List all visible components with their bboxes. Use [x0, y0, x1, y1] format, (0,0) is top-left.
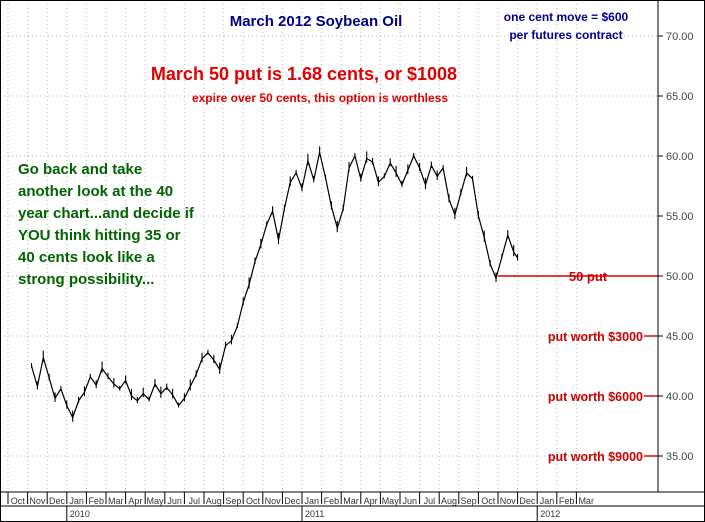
x-tick-label: Feb — [559, 496, 575, 506]
commentary-line: another look at the 40 — [18, 183, 173, 200]
commentary-line: YOU think hitting 35 or — [18, 227, 181, 244]
commentary-line: strong possibility... — [18, 271, 154, 288]
commentary-line: Go back and take — [18, 161, 142, 178]
put-worth-labels: put worth $3000 put worth $6000 put worth … — [548, 330, 658, 464]
commentary-annotation: Go back and take another look at the 40 … — [18, 161, 195, 288]
x-tick-label: Oct — [246, 496, 261, 506]
y-tick-label: 50.00 — [666, 271, 694, 283]
headline-annotation: March 50 put is 1.68 cents, or $1008 — [151, 64, 457, 84]
put-worth-label: put worth $6000 — [548, 390, 643, 404]
y-tick-label: 35.00 — [666, 451, 694, 463]
x-tick-label: Oct — [11, 496, 26, 506]
x-tick-label: Aug — [441, 496, 457, 506]
strike-line-group: 50 put — [498, 269, 658, 284]
x-tick-label: Jan — [305, 496, 320, 506]
subheadline-annotation: expire over 50 cents, this option is wor… — [192, 91, 448, 105]
x-tick-label: Nov — [265, 496, 282, 506]
x-tick-label: May — [382, 496, 400, 506]
x-tick-label: Nov — [500, 496, 517, 506]
y-tick-label: 55.00 — [666, 211, 694, 223]
x-tick-label: Jan — [540, 496, 555, 506]
commentary-line: 40 cents look like a — [18, 249, 155, 266]
contract-note-line-2: per futures contract — [509, 28, 622, 42]
x-tick-label: Aug — [206, 496, 222, 506]
x-tick-label: Jun — [403, 496, 418, 506]
x-tick-label: Dec — [49, 496, 66, 506]
x-tick-label: Oct — [481, 496, 496, 506]
x-tick-label: Nov — [29, 496, 46, 506]
x-axis-ticks: Oct Nov Dec Jan Feb Mar Apr May Jun Jul Aug Sep Oct N… — [0, 492, 705, 522]
x-tick-label: Apr — [128, 496, 142, 506]
x-tick-label: Feb — [88, 496, 104, 506]
x-tick-label: Jun — [167, 496, 182, 506]
contract-note-line-1: one cent move = $600 — [504, 10, 629, 24]
year-label: 2011 — [305, 509, 324, 519]
year-label: 2010 — [70, 509, 90, 519]
y-axis-ticks: 35.00 40.00 45.00 50.00 55.00 60.00 65.00 70.00 — [658, 31, 694, 463]
x-tick-label: Jul — [188, 496, 200, 506]
y-tick-label: 65.00 — [666, 91, 694, 103]
x-tick-label: May — [146, 496, 164, 506]
x-tick-label: Feb — [324, 496, 340, 506]
x-tick-label: Sep — [461, 496, 477, 506]
chart-title: March 2012 Soybean Oil — [230, 13, 403, 30]
year-label: 2012 — [540, 509, 560, 519]
price-line — [30, 152, 519, 420]
x-tick-label: Mar — [343, 496, 359, 506]
x-tick-label: Dec — [519, 496, 536, 506]
y-tick-label: 60.00 — [666, 151, 694, 163]
x-tick-label: Sep — [225, 496, 241, 506]
commentary-line: year chart...and decide if — [18, 205, 195, 222]
y-tick-label: 70.00 — [666, 31, 694, 43]
put-worth-label: put worth $9000 — [548, 450, 643, 464]
strike-label: 50 put — [569, 269, 608, 284]
y-tick-label: 45.00 — [666, 331, 694, 343]
x-tick-label: Dec — [284, 496, 301, 506]
x-tick-label: Mar — [108, 496, 124, 506]
price-series — [30, 146, 519, 422]
y-tick-label: 40.00 — [666, 391, 694, 403]
x-tick-label: Jul — [424, 496, 436, 506]
x-tick-label: Apr — [364, 496, 378, 506]
x-tick-label: Jan — [69, 496, 84, 506]
put-worth-label: put worth $3000 — [548, 330, 643, 344]
x-tick-label: Mar — [578, 496, 594, 506]
